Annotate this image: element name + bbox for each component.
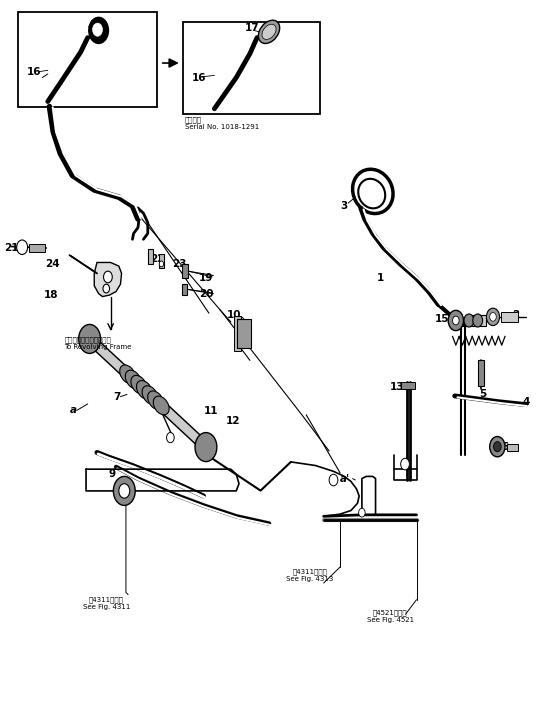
Circle shape — [494, 442, 501, 452]
Circle shape — [464, 314, 474, 327]
Text: 12: 12 — [226, 416, 240, 426]
Text: 24: 24 — [45, 259, 60, 269]
Circle shape — [93, 23, 103, 36]
Text: 図4311参照図
See Fig. 4313: 図4311参照図 See Fig. 4313 — [287, 569, 334, 582]
Bar — [182, 284, 187, 295]
Text: 7: 7 — [113, 392, 120, 402]
Ellipse shape — [148, 391, 164, 410]
Bar — [478, 360, 484, 386]
Ellipse shape — [125, 370, 141, 389]
Text: 適用年番
Serial No. 1018-1291: 適用年番 Serial No. 1018-1291 — [185, 116, 259, 130]
Text: 5: 5 — [479, 389, 486, 400]
Text: 16: 16 — [192, 73, 206, 82]
Text: 20: 20 — [199, 289, 214, 299]
Circle shape — [79, 325, 100, 353]
Circle shape — [89, 17, 109, 44]
Text: 4: 4 — [523, 397, 530, 407]
Bar — [18, 12, 157, 106]
Text: 17: 17 — [244, 23, 259, 33]
Bar — [501, 312, 518, 322]
Circle shape — [486, 308, 500, 325]
Text: 10: 10 — [227, 309, 242, 320]
Bar — [237, 319, 251, 348]
Text: 図4521参照図
See Fig. 4521: 図4521参照図 See Fig. 4521 — [367, 609, 414, 622]
Ellipse shape — [262, 24, 276, 39]
Text: 15: 15 — [435, 314, 449, 324]
Circle shape — [159, 261, 164, 267]
Circle shape — [473, 314, 483, 327]
Circle shape — [329, 474, 338, 486]
Text: 1: 1 — [377, 274, 384, 283]
Circle shape — [195, 432, 217, 462]
Text: 8: 8 — [119, 491, 126, 501]
Circle shape — [452, 316, 459, 325]
Circle shape — [104, 271, 113, 282]
Text: 22: 22 — [150, 254, 165, 264]
Text: 21: 21 — [4, 243, 19, 253]
Circle shape — [490, 312, 496, 321]
Circle shape — [448, 310, 463, 331]
Bar — [507, 444, 518, 451]
Circle shape — [16, 240, 27, 255]
Circle shape — [113, 476, 135, 505]
Ellipse shape — [131, 376, 147, 394]
Circle shape — [490, 437, 505, 457]
Text: レボルビングフレームへ
To Revolving Frame: レボルビングフレームへ To Revolving Frame — [64, 336, 132, 350]
Text: 図4311参照図
See Fig. 4311: 図4311参照図 See Fig. 4311 — [82, 596, 130, 609]
Text: 14: 14 — [452, 319, 467, 329]
Bar — [464, 314, 486, 326]
Text: 6: 6 — [501, 443, 508, 452]
Circle shape — [358, 508, 365, 517]
Text: 2: 2 — [512, 309, 519, 320]
Bar — [183, 23, 320, 114]
Text: 16: 16 — [27, 68, 42, 77]
Polygon shape — [94, 263, 121, 296]
Circle shape — [103, 284, 110, 293]
Ellipse shape — [153, 396, 169, 415]
Circle shape — [166, 432, 174, 443]
Text: 9: 9 — [109, 470, 116, 479]
Ellipse shape — [259, 20, 279, 44]
Bar — [182, 264, 188, 278]
Circle shape — [119, 483, 130, 498]
Ellipse shape — [137, 381, 153, 399]
Bar — [234, 316, 240, 351]
Text: 13: 13 — [390, 382, 405, 392]
Bar — [401, 382, 415, 389]
Text: 3: 3 — [340, 201, 347, 211]
Text: 11: 11 — [204, 406, 219, 416]
Text: 17: 17 — [90, 20, 104, 30]
Bar — [29, 245, 45, 252]
Text: 18: 18 — [44, 290, 59, 300]
Bar — [159, 255, 164, 268]
Ellipse shape — [142, 386, 158, 405]
Text: a: a — [70, 405, 77, 416]
Text: a': a' — [340, 474, 350, 483]
Text: 23: 23 — [172, 259, 186, 269]
Ellipse shape — [120, 365, 136, 384]
Circle shape — [401, 459, 410, 470]
Bar — [148, 250, 153, 264]
Text: 19: 19 — [199, 274, 214, 283]
